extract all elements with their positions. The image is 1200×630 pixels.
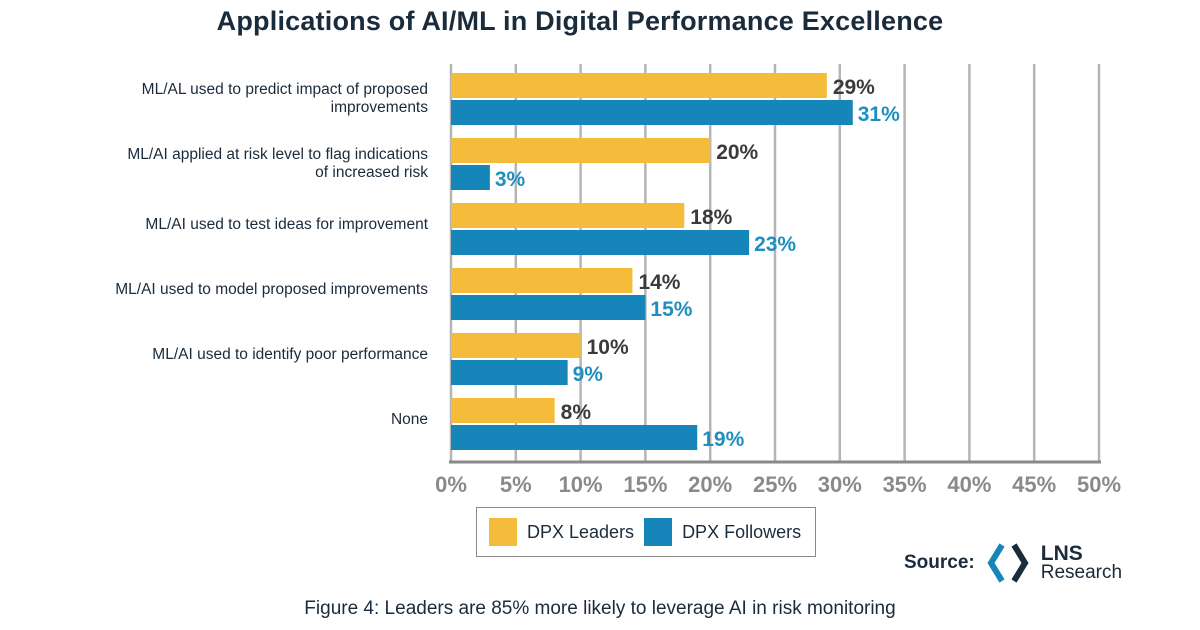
data-label-followers: 15%: [650, 298, 692, 321]
bar-chart: 0% 5% 10% 15% 20% 25% 30% 35% 40% 45% 50% 29% 31% ML/…: [115, 64, 1121, 497]
category-label: ML/AI applied at risk level to flag indi…: [127, 146, 428, 163]
category-label: ML/AI used to model proposed improvement…: [115, 281, 428, 298]
legend-swatch-leaders: [489, 518, 517, 546]
x-tick-label: 0%: [435, 472, 467, 497]
x-tick-label: 10%: [559, 472, 603, 497]
x-tick-label: 40%: [947, 472, 991, 497]
bar-followers: [451, 100, 853, 125]
bar-followers: [451, 360, 568, 385]
bar-leaders: [451, 73, 827, 98]
chart-legend: DPX Leaders DPX Followers: [476, 507, 816, 557]
data-label-followers: 31%: [858, 103, 900, 126]
category-label: of increased risk: [315, 164, 428, 181]
legend-label-followers: DPX Followers: [682, 521, 802, 542]
bar-followers: [451, 425, 698, 450]
x-tick-label: 30%: [818, 472, 862, 497]
bar-followers: [451, 230, 750, 255]
lns-hexagon-icon: [987, 543, 1029, 583]
data-label-leaders: 8%: [561, 401, 592, 424]
data-label-leaders: 18%: [690, 206, 732, 229]
x-tick-label: 45%: [1012, 472, 1056, 497]
category-label: None: [391, 411, 428, 428]
data-label-followers: 9%: [573, 363, 604, 386]
data-label-leaders: 20%: [716, 141, 758, 164]
bar-leaders: [451, 333, 581, 358]
bar-leaders: [451, 203, 685, 228]
figure-caption: Figure 4: Leaders are 85% more likely to…: [304, 598, 896, 619]
x-tick-label: 25%: [753, 472, 797, 497]
source-label: Source:: [904, 552, 975, 573]
logo-text: LNS Research: [1040, 542, 1123, 583]
x-tick-label: 20%: [688, 472, 732, 497]
chart-title: Applications of AI/ML in Digital Perform…: [216, 6, 944, 36]
data-label-leaders: 14%: [638, 271, 680, 294]
x-tick-label: 50%: [1077, 472, 1121, 497]
data-label-followers: 3%: [495, 168, 526, 191]
data-label-leaders: 29%: [833, 76, 875, 99]
data-label-followers: 19%: [702, 428, 744, 451]
legend-swatch-followers: [644, 518, 673, 546]
bar-leaders: [451, 398, 555, 423]
category-label: ML/AL used to predict impact of proposed: [142, 81, 428, 98]
data-label-leaders: 10%: [587, 336, 629, 359]
x-tick-label: 35%: [883, 472, 927, 497]
x-tick-label: 15%: [623, 472, 667, 497]
legend-item-leaders: DPX Leaders: [489, 518, 634, 546]
logo-subtitle: Research: [1040, 562, 1123, 583]
bar-followers: [451, 295, 646, 320]
bar-leaders: [451, 138, 711, 163]
category-label: ML/AI used to identify poor performance: [152, 346, 428, 363]
data-label-followers: 23%: [754, 233, 796, 256]
source-credit: Source: LNS Research: [904, 540, 1122, 586]
legend-item-followers: DPX Followers: [644, 518, 801, 546]
logo-name: LNS: [1040, 542, 1083, 565]
legend-label-leaders: DPX Leaders: [527, 521, 635, 542]
bar-leaders: [451, 268, 633, 293]
bar-followers: [451, 165, 490, 190]
x-tick-label: 5%: [500, 472, 532, 497]
category-label: ML/AI used to test ideas for improvement: [145, 216, 428, 233]
category-label: improvements: [331, 99, 429, 116]
